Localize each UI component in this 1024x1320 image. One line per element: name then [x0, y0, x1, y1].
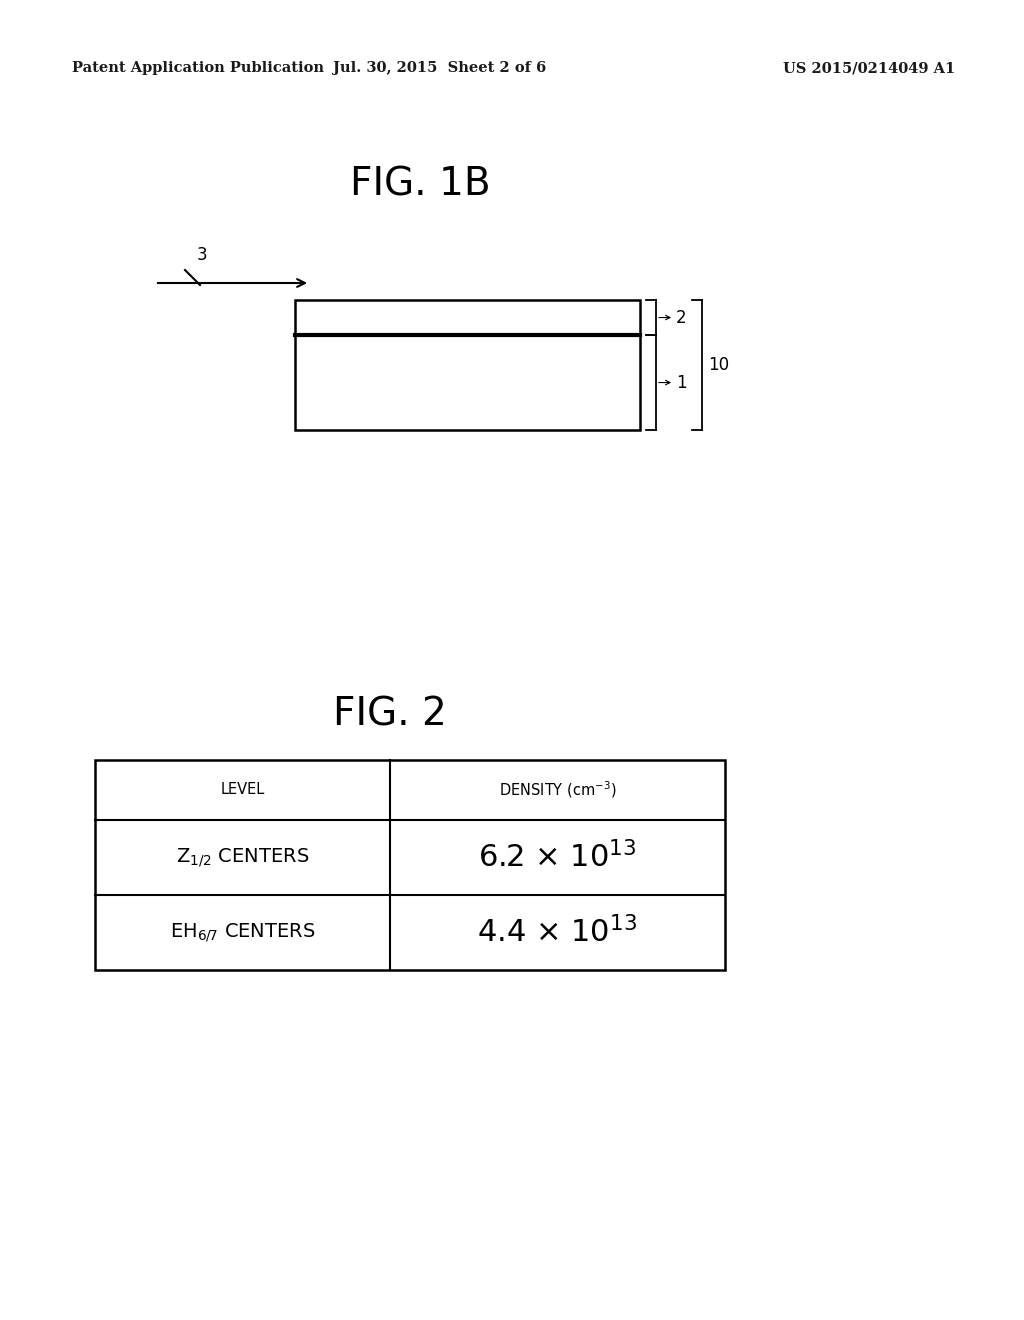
- Text: FIG. 1B: FIG. 1B: [349, 166, 490, 205]
- Text: Z$_{1/2}$ CENTERS: Z$_{1/2}$ CENTERS: [176, 846, 309, 869]
- Text: Patent Application Publication: Patent Application Publication: [72, 61, 324, 75]
- Text: LEVEL: LEVEL: [220, 783, 264, 797]
- Text: 2: 2: [676, 309, 687, 326]
- Text: 6.2 $\times$ 10$^{13}$: 6.2 $\times$ 10$^{13}$: [478, 841, 637, 874]
- Text: 3: 3: [197, 246, 207, 264]
- Bar: [295, 300, 640, 430]
- Text: US 2015/0214049 A1: US 2015/0214049 A1: [782, 61, 955, 75]
- Bar: [95, 760, 725, 970]
- Text: DENSITY (cm$^{-3}$): DENSITY (cm$^{-3}$): [499, 780, 616, 800]
- Text: FIG. 2: FIG. 2: [333, 696, 446, 734]
- Text: Jul. 30, 2015  Sheet 2 of 6: Jul. 30, 2015 Sheet 2 of 6: [334, 61, 547, 75]
- Text: 10: 10: [708, 356, 729, 374]
- Text: 4.4 $\times$ 10$^{13}$: 4.4 $\times$ 10$^{13}$: [477, 916, 638, 949]
- Text: EH$_{6/7}$ CENTERS: EH$_{6/7}$ CENTERS: [170, 921, 315, 944]
- Text: 1: 1: [676, 374, 687, 392]
